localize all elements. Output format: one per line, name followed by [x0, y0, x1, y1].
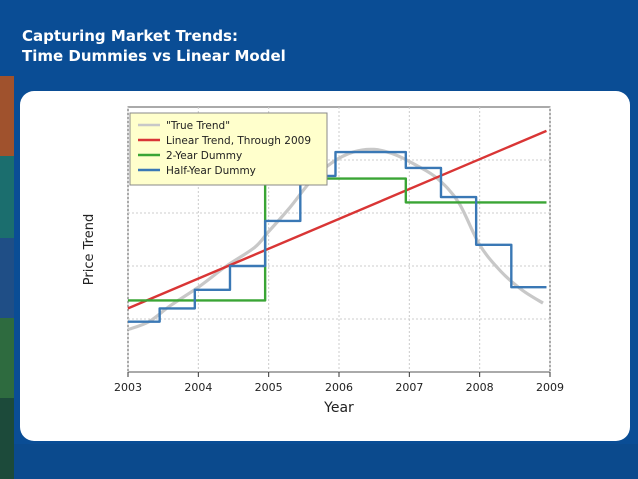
series-line-2 — [128, 177, 547, 302]
legend-label-1: Linear Trend, Through 2009 — [166, 135, 311, 147]
x-tick-label-4: 2007 — [395, 381, 423, 394]
footer-bar — [14, 444, 638, 479]
slide-title-line-1: Capturing Market Trends: — [22, 27, 238, 45]
legend-label-3: Half-Year Dummy — [166, 165, 256, 177]
price-trend-chart: 2003 2004 2005 2006 2007 2008 2009 Year Price Tr… — [82, 106, 564, 416]
x-tick-label-6: 2009 — [536, 381, 564, 394]
legend-label-2: 2-Year Dummy — [166, 150, 242, 162]
x-tick-label-5: 2008 — [466, 381, 494, 394]
slide-title-line-2: Time Dummies vs Linear Model — [22, 47, 286, 65]
stripe-2 — [0, 156, 14, 238]
series-line-0 — [127, 147, 544, 332]
left-accent-stripes — [0, 76, 14, 479]
series-line-3 — [128, 150, 547, 323]
series-line-1 — [127, 129, 547, 310]
x-tick-label-1: 2004 — [184, 381, 212, 394]
stripe-3 — [0, 238, 14, 318]
x-tick-label-0: 2003 — [114, 381, 142, 394]
stripe-5 — [0, 398, 14, 479]
stripe-4 — [0, 318, 14, 398]
legend-label-0: "True Trend" — [166, 120, 230, 132]
x-axis-label: Year — [323, 400, 354, 416]
legend-box — [129, 112, 328, 186]
stripe-1 — [0, 76, 14, 156]
x-tick-label-3: 2006 — [325, 381, 353, 394]
chart-card: 2003 2004 2005 2006 2007 2008 2009 Year Price Tr… — [20, 91, 630, 441]
y-axis-label: Price Trend — [82, 214, 97, 285]
slide-title: Capturing Market Trends: Time Dummies vs… — [22, 26, 622, 66]
x-tick-label-2: 2005 — [255, 381, 283, 394]
